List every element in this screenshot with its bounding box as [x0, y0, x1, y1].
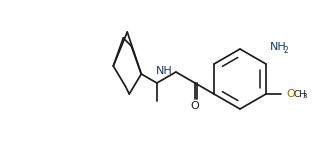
Text: O: O — [286, 89, 295, 99]
Text: CH: CH — [294, 90, 307, 99]
Text: NH: NH — [156, 66, 173, 76]
Text: NH: NH — [270, 42, 287, 52]
Text: 3: 3 — [302, 93, 307, 99]
Text: 2: 2 — [283, 46, 288, 55]
Text: O: O — [190, 101, 199, 111]
